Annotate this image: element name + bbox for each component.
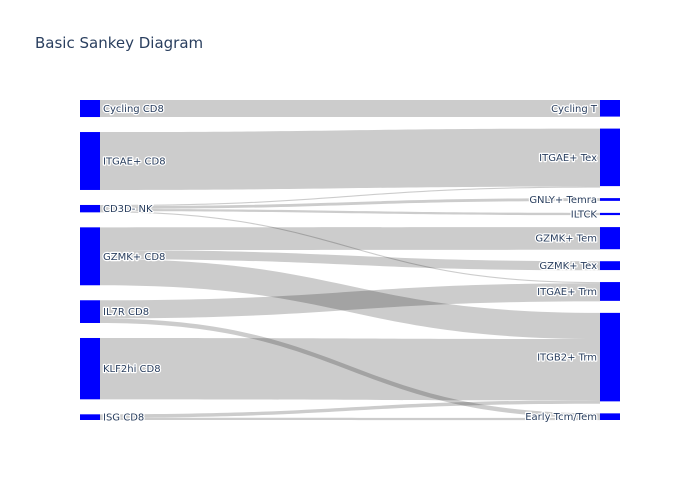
node-early-tcm-tem[interactable] <box>600 413 620 420</box>
node-label-gzmk-cd8: GZMK+ CD8 <box>103 252 165 263</box>
node-iltck[interactable] <box>600 213 620 215</box>
node-il7r-cd8[interactable] <box>80 300 100 323</box>
link-gzmk-cd8-to-gzmk-tem[interactable] <box>100 227 600 250</box>
node-gzmk-cd8[interactable] <box>80 227 100 285</box>
link-cd3d-nk-to-gnly-temra[interactable] <box>100 198 600 209</box>
node-label-itgae-cd8: ITGAE+ CD8 <box>103 157 166 168</box>
node-itgae-trm[interactable] <box>600 282 620 301</box>
node-label-itgb2-trm: ITGB2+ Trm <box>537 353 597 364</box>
node-cd3d-nk[interactable] <box>80 205 100 212</box>
node-label-itgae-tex: ITGAE+ Tex <box>539 153 597 164</box>
link-cycling-cd8-to-cycling-t[interactable] <box>100 100 600 117</box>
node-label-cd3d-nk: CD3D- NK <box>103 204 153 215</box>
node-label-gzmk-tex: GZMK+ Tex <box>539 261 597 272</box>
node-label-il7r-cd8: IL7R CD8 <box>103 307 149 318</box>
node-gzmk-tex[interactable] <box>600 261 620 270</box>
node-klf2hi-cd8[interactable] <box>80 338 100 399</box>
node-label-iltck: ILTCK <box>571 209 598 220</box>
node-label-isg-cd8: ISG CD8 <box>103 413 144 424</box>
node-label-gzmk-tem: GZMK+ Tem <box>535 234 597 245</box>
node-label-cycling-cd8: Cycling CD8 <box>103 104 164 115</box>
link-itgae-cd8-to-itgae-tex[interactable] <box>100 129 600 190</box>
node-cycling-t[interactable] <box>600 100 620 117</box>
link-klf2hi-cd8-to-itgb2-trm[interactable] <box>100 338 600 400</box>
node-label-early-tcm-tem: Early Tcm/Tem <box>525 412 597 423</box>
node-label-gnly-temra: GNLY+ Temra <box>529 195 597 206</box>
node-itgb2-trm[interactable] <box>600 313 620 401</box>
node-cycling-cd8[interactable] <box>80 100 100 117</box>
node-label-cycling-t: Cycling T <box>551 104 598 115</box>
node-isg-cd8[interactable] <box>80 414 100 420</box>
node-gzmk-tem[interactable] <box>600 227 620 249</box>
node-gnly-temra[interactable] <box>600 198 620 201</box>
links-layer <box>100 100 600 420</box>
node-itgae-tex[interactable] <box>600 129 620 187</box>
node-itgae-cd8[interactable] <box>80 132 100 190</box>
node-label-itgae-trm: ITGAE+ Trm <box>537 287 597 298</box>
node-label-klf2hi-cd8: KLF2hi CD8 <box>103 364 161 375</box>
